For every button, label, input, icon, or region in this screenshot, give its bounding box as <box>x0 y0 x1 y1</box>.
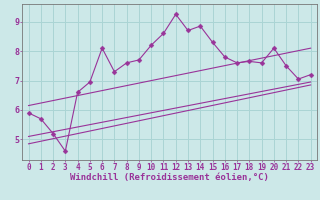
X-axis label: Windchill (Refroidissement éolien,°C): Windchill (Refroidissement éolien,°C) <box>70 173 269 182</box>
